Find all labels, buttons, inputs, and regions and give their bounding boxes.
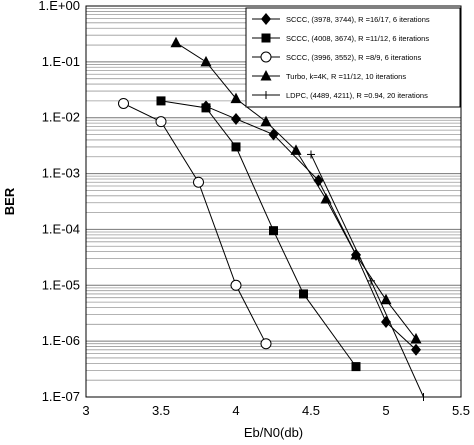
data-point — [231, 112, 241, 125]
legend-box — [245, 7, 461, 108]
data-point — [351, 362, 361, 372]
data-point — [290, 144, 302, 155]
data-point — [367, 276, 375, 285]
y-axis-title: BER — [2, 187, 17, 215]
data-point — [230, 92, 242, 104]
x-tick-label: 3 — [82, 403, 89, 418]
y-tick-label: 1.E-04 — [42, 221, 80, 236]
data-point — [156, 96, 166, 106]
legend-label: LDPC, (4489, 4211), R =0.94, 20 iteratio… — [286, 91, 428, 100]
legend-entry: LDPC, (4489, 4211), R =0.94, 20 iteratio… — [252, 91, 428, 100]
data-point — [320, 193, 332, 204]
data-point — [170, 36, 182, 48]
data-point — [200, 55, 212, 67]
x-tick-label: 5 — [382, 403, 389, 418]
series-4 — [170, 36, 422, 344]
data-point — [118, 97, 129, 109]
data-point — [230, 279, 242, 291]
data-point — [260, 115, 272, 127]
legend-marker — [261, 13, 271, 25]
legend-label: Turbo, k=4K, R =11/12, 10 iterations — [286, 72, 406, 81]
data-point — [380, 293, 392, 305]
y-tick-label: 1.E-02 — [42, 110, 80, 125]
legend: SCCC, (3978, 3744), R =16/17, 6 iteratio… — [245, 7, 461, 108]
data-point — [269, 226, 278, 236]
y-tick-label: 1.E+00 — [38, 0, 80, 13]
data-point — [350, 248, 362, 260]
data-point — [231, 142, 241, 152]
legend-marker — [260, 51, 272, 63]
series-5 — [307, 150, 428, 401]
series-layer — [118, 36, 428, 401]
data-point — [410, 332, 422, 344]
legend-entry: SCCC, (3996, 3552), R =8/9, 6 iterations — [252, 51, 422, 63]
series-line — [160, 100, 357, 367]
plot-frame — [85, 5, 462, 398]
y-tick-label: 1.E-05 — [42, 277, 80, 292]
legend-entry: SCCC, (4008, 3674), R =11/12, 6 iteratio… — [252, 33, 429, 43]
legend-entry: Turbo, k=4K, R =11/12, 10 iterations — [252, 70, 406, 81]
y-tick-label: 1.E-03 — [42, 166, 80, 181]
legend-entry: SCCC, (3978, 3744), R =16/17, 6 iteratio… — [252, 13, 430, 25]
x-axis-title: Eb/N0(db) — [244, 425, 303, 440]
tick-labels: 1.E+00 1.E-01 1.E-02 1.E-03 1.E-04 1.E-05 1.E-… — [38, 0, 470, 418]
data-point — [155, 116, 167, 128]
series-2 — [156, 96, 361, 372]
legend-marker — [262, 91, 270, 99]
data-point — [307, 150, 315, 159]
legend-marker — [261, 33, 271, 43]
data-point — [201, 103, 211, 113]
data-point — [299, 289, 308, 299]
legend-label: SCCC, (4008, 3674), R =11/12, 6 iteratio… — [286, 34, 429, 43]
y-tick-label: 1.E-01 — [42, 54, 80, 69]
legend-label: SCCC, (3996, 3552), R =8/9, 6 iterations — [286, 53, 422, 62]
data-point — [411, 343, 421, 356]
x-tick-label: 4.5 — [302, 403, 320, 418]
y-tick-label: 1.E-07 — [42, 389, 80, 404]
data-point — [419, 393, 428, 401]
x-tick-label: 3.5 — [152, 403, 170, 418]
series-3 — [118, 97, 272, 350]
legend-label: SCCC, (3978, 3744), R =16/17, 6 iteratio… — [286, 15, 430, 24]
x-tick-label: 5.5 — [452, 403, 470, 418]
series-line — [310, 154, 424, 398]
x-tick-label: 4 — [232, 403, 239, 418]
data-point — [193, 176, 204, 188]
y-tick-label: 1.E-06 — [42, 333, 80, 348]
data-point — [260, 338, 272, 350]
legend-marker — [260, 70, 272, 81]
